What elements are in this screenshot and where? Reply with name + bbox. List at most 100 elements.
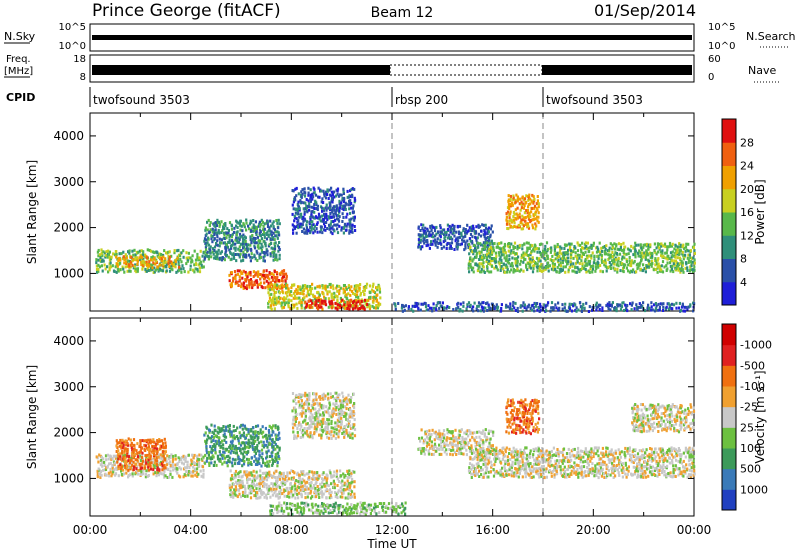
data-cell [210, 252, 212, 255]
data-cell [146, 458, 148, 461]
data-cell [252, 486, 254, 489]
data-cell [301, 481, 303, 484]
data-cell [530, 267, 532, 270]
data-cell [470, 266, 472, 269]
data-cell [337, 303, 339, 306]
data-cell [207, 228, 209, 231]
data-cell [245, 229, 247, 232]
data-cell [246, 446, 248, 449]
data-cell [261, 243, 263, 246]
data-cell [240, 253, 242, 256]
data-cell [581, 262, 583, 265]
data-cell [489, 242, 491, 245]
data-cell [489, 307, 491, 310]
data-cell [200, 454, 202, 457]
data-cell [321, 477, 323, 480]
data-cell [343, 232, 345, 235]
data-cell [279, 302, 281, 305]
data-cell [128, 455, 130, 458]
data-cell [293, 304, 295, 307]
data-cell [163, 249, 165, 252]
data-cell [196, 256, 198, 259]
data-cell [640, 243, 642, 246]
data-cell [204, 454, 206, 457]
data-cell [538, 211, 540, 214]
data-cell [297, 219, 299, 222]
data-cell [216, 239, 218, 242]
data-cell [549, 310, 551, 313]
data-cell [354, 197, 356, 200]
data-cell [293, 416, 295, 419]
data-cell [478, 233, 480, 236]
data-cell [232, 439, 234, 442]
data-cell [227, 246, 229, 249]
data-cell [233, 231, 235, 234]
data-cell [481, 268, 483, 271]
data-cell [101, 465, 103, 468]
data-cell [348, 492, 350, 495]
data-cell [524, 197, 526, 200]
data-cell [320, 306, 322, 309]
data-cell [680, 249, 682, 252]
data-cell [319, 483, 321, 486]
data-cell [659, 306, 661, 309]
data-cell [608, 257, 610, 260]
data-cell [186, 464, 188, 467]
data-cell [132, 472, 134, 475]
data-cell [249, 478, 251, 481]
data-cell [168, 476, 170, 479]
data-cell [132, 455, 134, 458]
data-cell [615, 258, 617, 261]
data-cell [328, 297, 330, 300]
data-cell [254, 246, 256, 249]
nsearch-tick-high: 10^5 [708, 22, 735, 33]
data-cell [277, 237, 279, 240]
data-cell [493, 257, 495, 260]
data-cell [246, 428, 248, 431]
data-cell [292, 392, 294, 395]
data-cell [341, 496, 343, 499]
data-cell [351, 490, 353, 493]
data-cell [265, 451, 267, 454]
data-cell [274, 228, 276, 231]
data-cell [533, 195, 535, 198]
data-cell [571, 310, 573, 313]
data-cell [247, 478, 249, 481]
data-cell [507, 211, 509, 214]
data-cell [464, 247, 466, 250]
data-cell [662, 270, 664, 273]
data-cell [326, 193, 328, 196]
data-cell [278, 437, 280, 440]
data-cell [112, 264, 114, 267]
data-cell [208, 454, 210, 457]
data-cell [420, 223, 422, 226]
data-cell [315, 495, 317, 498]
data-cell [346, 213, 348, 216]
data-cell [439, 224, 441, 227]
data-cell [247, 450, 249, 453]
data-cell [278, 231, 280, 234]
data-cell [306, 481, 308, 484]
data-cell [584, 251, 586, 254]
data-cell [460, 232, 462, 235]
data-cell [108, 474, 110, 477]
data-cell [535, 225, 537, 228]
data-cell [448, 306, 450, 309]
data-cell [243, 463, 245, 466]
data-cell [616, 252, 618, 255]
data-cell [689, 253, 691, 256]
data-cell [355, 302, 357, 305]
data-cell [567, 249, 569, 252]
data-cell [515, 201, 517, 204]
data-cell [259, 253, 261, 256]
data-cell [345, 497, 347, 500]
data-cell [232, 496, 234, 499]
data-cell [601, 309, 603, 312]
data-cell [349, 199, 351, 202]
data-cell [227, 464, 229, 467]
data-cell [225, 236, 227, 239]
data-cell [347, 496, 349, 499]
data-cell [452, 224, 454, 227]
data-cell [297, 201, 299, 204]
data-cell [262, 458, 264, 461]
